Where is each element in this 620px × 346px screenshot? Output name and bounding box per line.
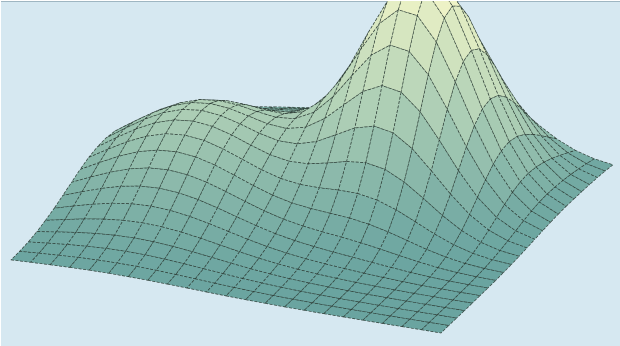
plot-frame xyxy=(0,0,618,343)
surface-plot xyxy=(1,1,620,346)
surface-plot-viewport xyxy=(1,1,620,346)
